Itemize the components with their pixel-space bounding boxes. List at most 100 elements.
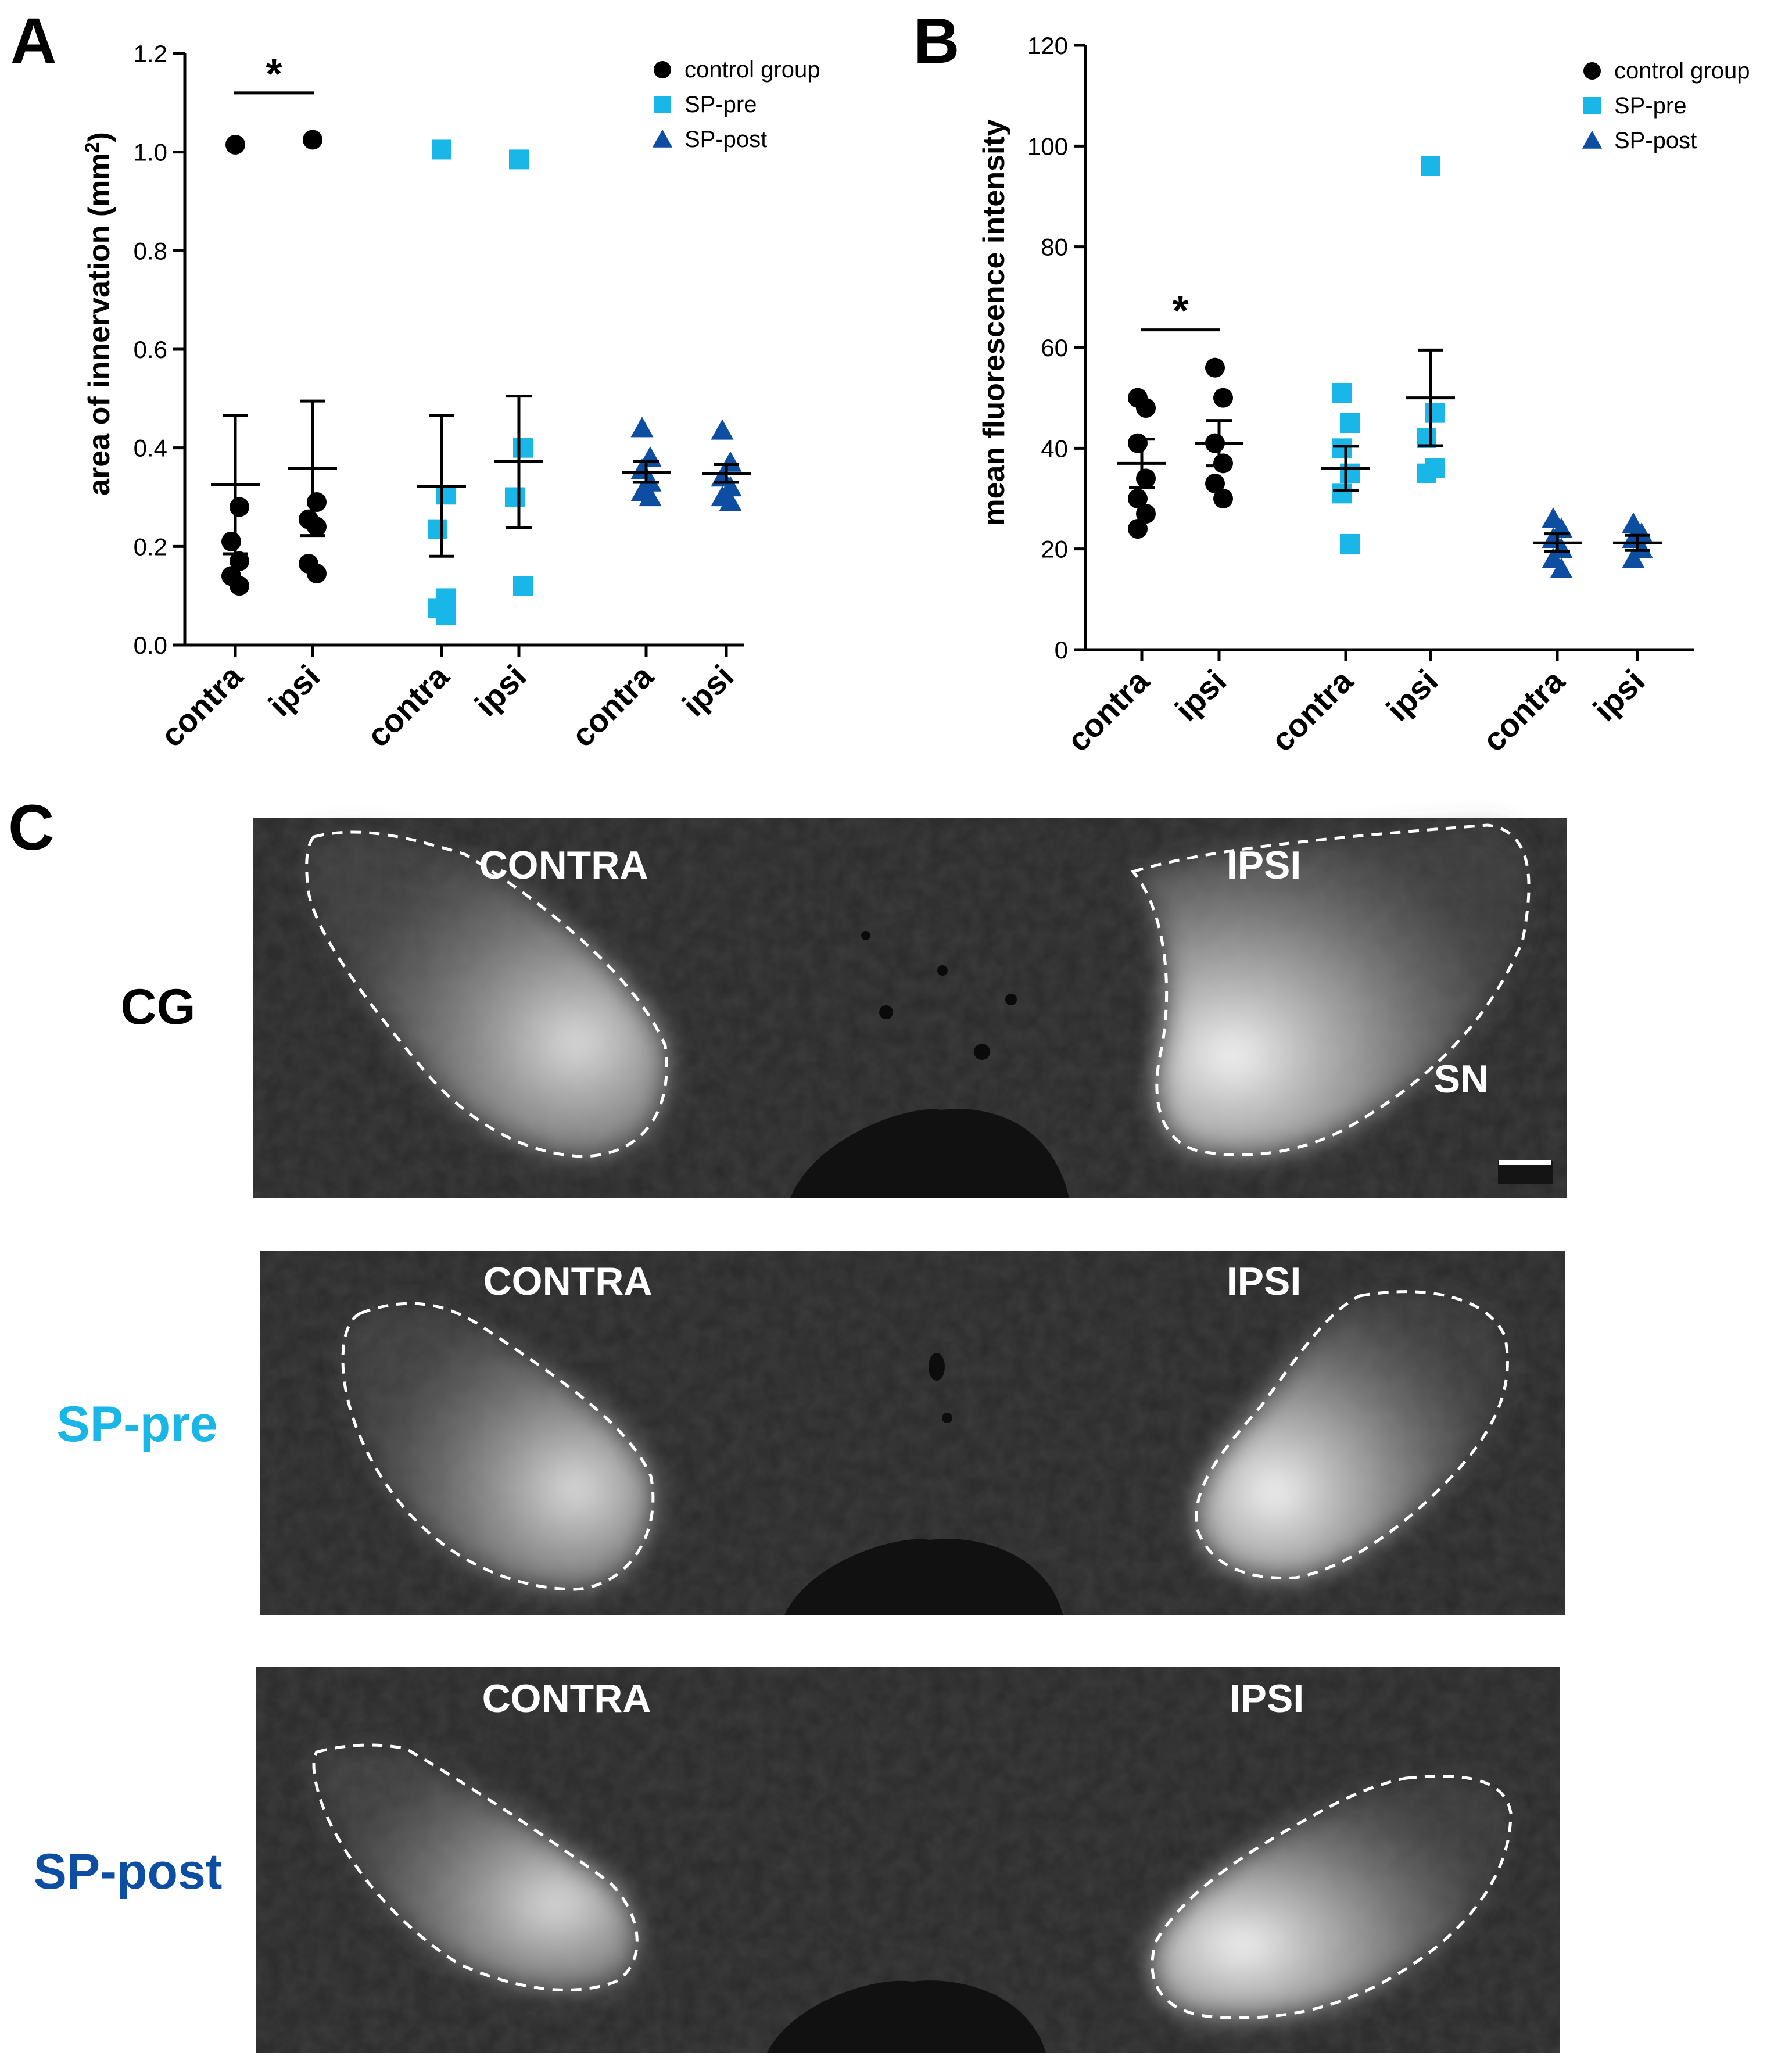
- data-points-b: [1117, 156, 1662, 578]
- row-label-sp-post: SP-post: [34, 1844, 223, 1900]
- y-tick-label: 0.2: [134, 533, 167, 560]
- panel-label-b: B: [913, 5, 959, 77]
- panel-label-a: A: [10, 5, 56, 77]
- x-category-label: ipsi: [1168, 662, 1234, 728]
- y-ticks-b: 0 20 40 60 80 100 120: [1027, 32, 1085, 664]
- data-point: [1622, 547, 1645, 568]
- legend-label: SP-pre: [1614, 93, 1687, 119]
- data-point: [1340, 413, 1360, 433]
- x-category-label: ipsi: [1586, 662, 1652, 728]
- label-contra-sp-pre: CONTRA: [483, 1259, 653, 1303]
- data-point: [1425, 403, 1445, 423]
- data-point: [230, 576, 249, 596]
- data-point: [1550, 557, 1573, 578]
- significance-a: *: [234, 51, 314, 98]
- y-tick-label: 0.4: [134, 435, 167, 462]
- panel-label-c: C: [8, 792, 54, 864]
- data-point: [1332, 383, 1352, 403]
- x-category-label: contra: [1475, 662, 1572, 758]
- data-point: [225, 134, 245, 155]
- y-tick-label: 20: [1041, 536, 1068, 563]
- label-ipsi-sp-post: IPSI: [1230, 1676, 1304, 1721]
- x-category-label: ipsi: [261, 658, 327, 723]
- panel-a: A area of innervation (mm2) 0.0 0.2 0.4 0.6…: [10, 5, 820, 754]
- data-point: [505, 487, 525, 507]
- data-point: [1213, 388, 1233, 408]
- x-category-label: contra: [1264, 662, 1360, 758]
- x-categories-a: contra ipsi contra ipsi contra ipsi: [153, 645, 741, 754]
- data-point: [428, 519, 447, 539]
- data-point: [719, 451, 742, 472]
- data-point: [1421, 156, 1440, 176]
- x-category-label: ipsi: [468, 658, 533, 723]
- data-point: [1332, 438, 1352, 458]
- data-point: [1128, 433, 1148, 453]
- legend-marker: [1583, 97, 1601, 114]
- data-point: [1332, 483, 1352, 504]
- data-point: [1213, 453, 1233, 474]
- panel-b: B mean fluorescence intensity 0 20 40 60 80 1…: [913, 5, 1750, 759]
- micrograph-sp-pre: [260, 1251, 1565, 1615]
- y-tick-label: 1.2: [134, 40, 167, 67]
- significance-b: *: [1141, 288, 1220, 335]
- row-label-cg: CG: [121, 979, 196, 1035]
- data-point: [1340, 463, 1360, 483]
- data-point: [630, 458, 654, 479]
- data-point: [711, 419, 734, 440]
- x-category-label: contra: [564, 657, 661, 754]
- data-point: [1136, 504, 1156, 524]
- data-point: [1340, 534, 1360, 554]
- x-category-label: contra: [153, 657, 250, 754]
- data-point: [639, 485, 662, 507]
- significance-star: *: [266, 51, 282, 98]
- legend-label: SP-post: [1614, 128, 1697, 153]
- x-category-label: contra: [360, 657, 456, 754]
- data-point: [513, 438, 533, 458]
- data-point: [432, 139, 451, 160]
- label-sn: SN: [1434, 1057, 1489, 1101]
- y-tick-label: 0: [1055, 636, 1068, 664]
- data-point: [230, 551, 249, 571]
- panel-c: C CG CONTRA IPSI SN SP-pr: [8, 792, 1567, 2053]
- x-category-label: contra: [1060, 662, 1156, 758]
- data-point: [1205, 474, 1225, 493]
- legend-marker: [654, 61, 671, 78]
- significance-star: *: [1172, 288, 1188, 335]
- data-point: [436, 606, 456, 626]
- data-point: [436, 485, 456, 505]
- x-categories-b: contra ipsi contra ipsi contra ipsi: [1060, 650, 1652, 759]
- data-point: [1128, 519, 1148, 539]
- x-category-label: ipsi: [675, 658, 741, 723]
- data-point: [1136, 468, 1156, 489]
- y-tick-label: 1.0: [134, 139, 167, 166]
- data-point: [307, 517, 327, 537]
- legend-marker: [1583, 62, 1601, 80]
- y-tick-label: 60: [1041, 334, 1068, 361]
- y-tick-label: 40: [1041, 435, 1068, 462]
- data-point: [307, 492, 327, 512]
- data-point: [1136, 398, 1156, 418]
- data-point: [303, 130, 322, 150]
- legend-label: SP-post: [684, 127, 767, 152]
- data-point: [630, 417, 654, 438]
- legend-marker: [1582, 130, 1603, 149]
- legend-marker: [652, 129, 673, 148]
- legend-label: control group: [684, 57, 820, 83]
- data-point: [230, 497, 249, 517]
- data-point: [221, 531, 241, 551]
- data-point: [307, 563, 327, 583]
- label-contra-sp-post: CONTRA: [482, 1676, 651, 1721]
- micrograph-sp-post: [256, 1667, 1560, 2053]
- legend-b: control group SP-pre SP-post: [1582, 58, 1750, 153]
- data-point: [513, 576, 533, 596]
- data-points-a: [211, 130, 751, 626]
- data-point: [509, 149, 529, 170]
- label-ipsi-cg: IPSI: [1227, 843, 1302, 887]
- y-tick-label: 0.6: [134, 336, 167, 363]
- y-tick-label: 100: [1027, 132, 1068, 160]
- y-axis-title-b: mean fluorescence intensity: [977, 119, 1011, 525]
- y-tick-label: 0.0: [134, 632, 167, 659]
- data-point: [1213, 489, 1233, 508]
- legend-label: control group: [1614, 58, 1750, 84]
